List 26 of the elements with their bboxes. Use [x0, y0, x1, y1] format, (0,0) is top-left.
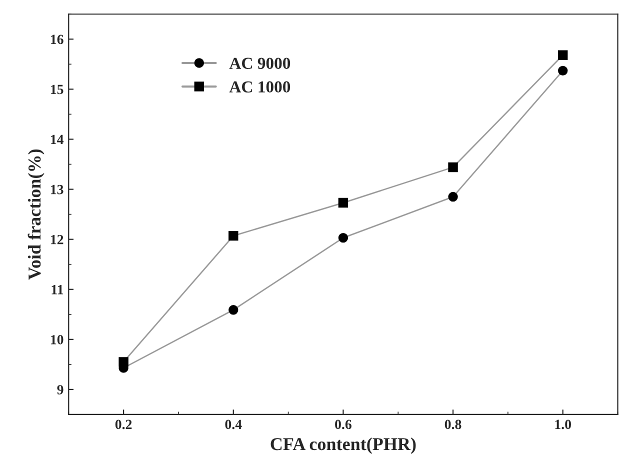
y-tick-label: 11 [52, 285, 64, 294]
y-tick-label: 14 [51, 134, 64, 144]
point [558, 50, 568, 60]
point [448, 192, 458, 202]
point [448, 162, 458, 172]
x-tick-label: 0.6 [335, 420, 352, 430]
point [558, 66, 568, 76]
point [338, 198, 348, 208]
point [228, 230, 238, 241]
legend-label: AC 9000 [229, 58, 290, 69]
x-axis-title: CFA content(PHR) [270, 437, 416, 454]
point [338, 232, 348, 243]
y-axis-title: Void fraction(%) [28, 149, 44, 280]
y-tick-label: 15 [51, 84, 64, 94]
y-tick-label: 9 [57, 385, 64, 394]
point [228, 305, 238, 315]
point [118, 357, 128, 367]
x-tick-label: 0.2 [115, 420, 132, 430]
x-tick-label: 0.4 [225, 420, 242, 430]
y-tick-label: 13 [51, 184, 64, 194]
y-tick-label: 10 [51, 334, 64, 344]
x-tick-label: 1.0 [555, 420, 571, 430]
x-tick-label: 0.8 [444, 420, 462, 430]
legend-label: AC 1000 [229, 81, 290, 93]
y-tick-label: 16 [51, 34, 64, 44]
y-tick-label: 12 [51, 234, 64, 244]
